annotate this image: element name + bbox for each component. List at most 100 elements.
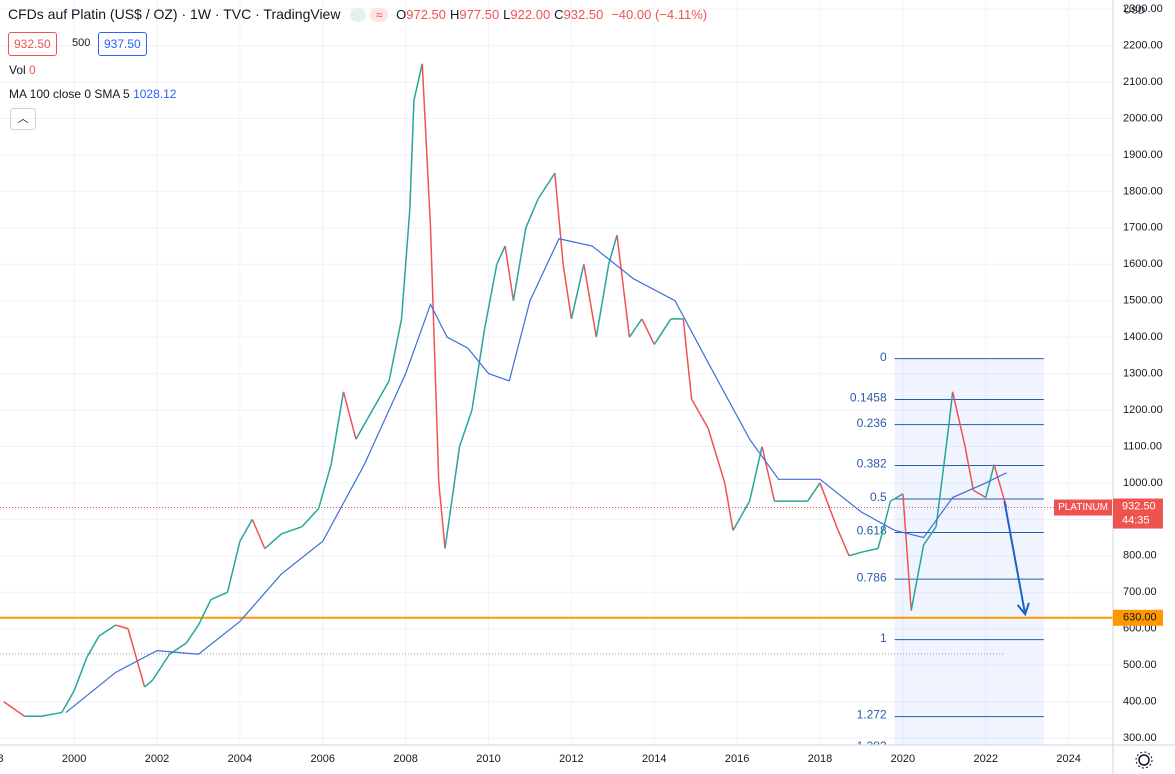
price-segment xyxy=(748,446,763,502)
x-tick-label: 2006 xyxy=(311,753,335,765)
price-segment xyxy=(835,526,850,557)
x-tick-label: 2000 xyxy=(62,753,86,765)
y-tick-label: 1700.00 xyxy=(1123,222,1163,234)
price-segment xyxy=(993,464,1008,508)
volume-legend: Vol 0 xyxy=(9,63,36,77)
price-segment xyxy=(226,541,241,593)
price-segment xyxy=(400,209,411,319)
price-segment xyxy=(554,173,564,265)
y-tick-label: 2100.00 xyxy=(1123,76,1163,88)
ohlc-key: H xyxy=(450,7,460,22)
price-segment xyxy=(935,428,950,527)
price-segment xyxy=(429,227,440,483)
price-segment xyxy=(690,398,709,429)
collapse-button[interactable]: ︿ xyxy=(10,108,36,130)
symbol-tag xyxy=(1054,499,1112,516)
ohlc-value: 977.50 xyxy=(459,7,500,22)
ma-legend: MA 100 close 0 SMA 5 1028.12 xyxy=(9,87,176,101)
price-segment xyxy=(616,234,631,338)
y-tick-label: 1500.00 xyxy=(1123,295,1163,307)
y-tick-label: 1800.00 xyxy=(1123,185,1163,197)
price-segment xyxy=(607,234,618,265)
symbol-title: CFDs auf Platin (US$ / OZ) · 1W · TVC · … xyxy=(8,6,341,22)
sell-price[interactable]: 932.50 xyxy=(8,32,57,56)
price-segment xyxy=(848,551,862,557)
price-segment xyxy=(570,264,585,320)
x-tick-label: 2010 xyxy=(476,753,500,765)
price-segment xyxy=(210,591,228,601)
price-segment xyxy=(951,391,966,447)
ohlc-value: 922.00 xyxy=(510,7,551,22)
x-tick-label: 1998 xyxy=(0,753,4,765)
header: CFDs auf Platin (US$ / OZ) · 1W · TVC · … xyxy=(8,6,708,23)
price-segment xyxy=(902,493,912,611)
x-tick-label: 2004 xyxy=(228,753,252,765)
x-tick-label: 2002 xyxy=(145,753,169,765)
vol-label: Vol xyxy=(9,63,26,77)
ohlc-key: C xyxy=(554,7,564,22)
change: −40.00 (−4.11%) xyxy=(611,7,708,22)
y-tick-label: 1600.00 xyxy=(1123,258,1163,270)
data-status[interactable]: ≈ xyxy=(370,8,389,23)
price-segment xyxy=(471,329,486,411)
price-segment xyxy=(525,198,539,229)
y-tick-label: 800.00 xyxy=(1123,550,1157,562)
price-segment xyxy=(923,526,937,546)
symbol-label: PLATINUM xyxy=(1058,502,1108,513)
price-segment xyxy=(890,493,904,502)
fib-label: 1 xyxy=(880,631,887,645)
fib-label: 0.236 xyxy=(857,416,887,430)
price-segment xyxy=(732,500,751,531)
price-segment xyxy=(388,318,403,382)
price-segment xyxy=(583,264,598,338)
y-tick-label: 1100.00 xyxy=(1123,440,1162,452)
price-segment xyxy=(861,547,879,553)
buy-price[interactable]: 937.50 xyxy=(98,32,147,56)
price-segment xyxy=(152,653,171,681)
last-price-tag xyxy=(1113,498,1163,529)
x-tick-label: 2018 xyxy=(808,753,832,765)
price-segment xyxy=(330,391,345,465)
market-status[interactable] xyxy=(350,8,367,23)
y-tick-label: 2300.00 xyxy=(1123,3,1163,15)
price-segment xyxy=(496,245,506,265)
ohlc-key: O xyxy=(396,7,407,22)
fib-label: 0.618 xyxy=(857,524,887,538)
y-tick-label: 700.00 xyxy=(1123,586,1157,598)
x-tick-label: 2008 xyxy=(393,753,417,765)
price-segment xyxy=(98,624,117,637)
price-segment xyxy=(301,507,320,528)
spread: 500 xyxy=(72,37,91,49)
price-segment xyxy=(444,446,461,549)
x-tick-label: 2020 xyxy=(891,753,915,765)
ohlc-key: L xyxy=(503,7,511,22)
ohlc-value: 932.50 xyxy=(563,7,604,22)
horizontal-line-label: 630.00 xyxy=(1123,612,1157,624)
settings-icon[interactable] xyxy=(1135,751,1153,769)
price-segment xyxy=(61,690,75,713)
price-segment xyxy=(653,318,672,345)
price-segment xyxy=(264,533,282,550)
x-tick-label: 2014 xyxy=(642,753,666,765)
price-segment xyxy=(458,409,473,447)
price-segment xyxy=(185,624,200,644)
price-segment xyxy=(438,482,446,549)
price-segment xyxy=(595,264,610,338)
price-segment xyxy=(251,519,266,549)
price-segment xyxy=(723,482,734,531)
price-segment xyxy=(682,318,693,400)
fib-background xyxy=(894,358,1044,745)
price-segment xyxy=(628,318,643,338)
y-tick-label: 300.00 xyxy=(1123,732,1157,744)
price-segment xyxy=(239,519,254,542)
x-tick-label: 2012 xyxy=(559,753,583,765)
plot-area: 0 0.1458 0.236 0.382 0.5 0.618 0.786 1 1.272 1.38… xyxy=(0,0,1113,745)
y-tick-label: 1300.00 xyxy=(1123,367,1163,379)
last-price-label: 932.50 xyxy=(1122,500,1156,512)
price-segment xyxy=(85,635,100,659)
price-segment xyxy=(504,245,515,301)
currency: USD xyxy=(1124,6,1145,17)
price-segment xyxy=(342,391,357,440)
